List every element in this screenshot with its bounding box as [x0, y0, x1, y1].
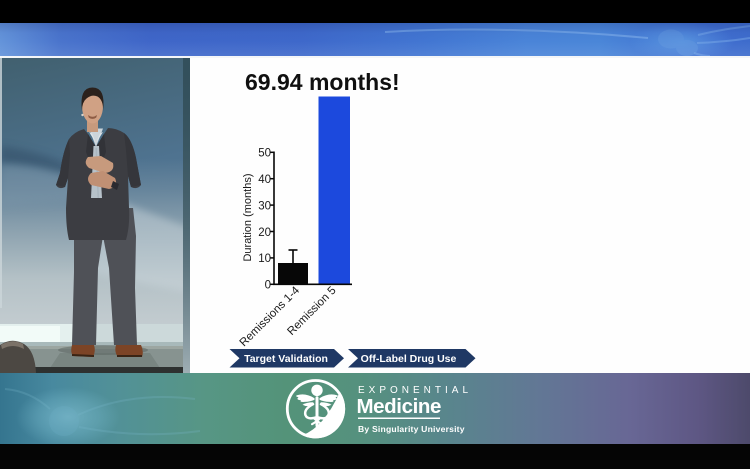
svg-text:0: 0 [265, 280, 271, 292]
svg-text:Off-Label Drug Use: Off-Label Drug Use [361, 353, 457, 365]
svg-text:30: 30 [258, 200, 271, 212]
svg-text:By Singularity University: By Singularity University [358, 424, 465, 434]
svg-text:Medicine: Medicine [357, 395, 442, 418]
svg-text:50: 50 [258, 148, 271, 160]
svg-text:EXPONENTIAL: EXPONENTIAL [358, 385, 472, 396]
svg-text:10: 10 [258, 253, 271, 265]
svg-text:Duration (months): Duration (months) [242, 173, 254, 261]
svg-text:Target Validation: Target Validation [244, 353, 328, 365]
svg-text:40: 40 [258, 174, 271, 186]
svg-text:20: 20 [258, 227, 271, 239]
svg-text:Remissions 1-4: Remissions 1-4 [238, 284, 303, 349]
